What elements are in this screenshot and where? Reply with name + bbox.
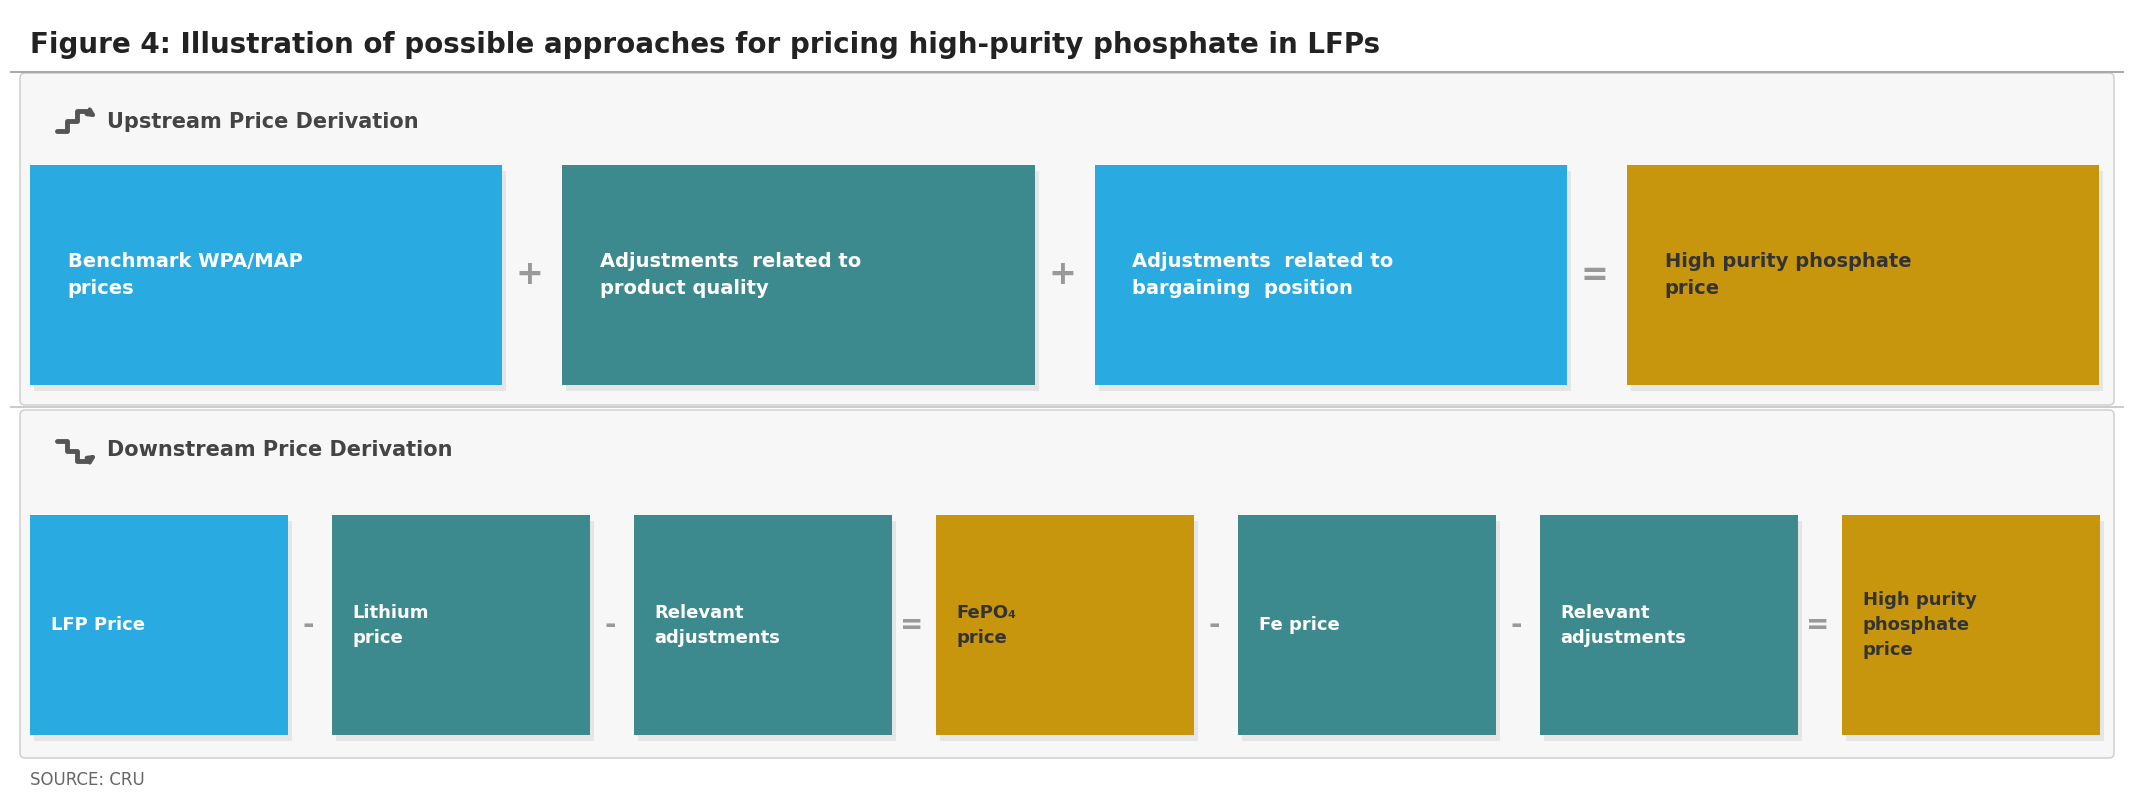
FancyBboxPatch shape [1545,521,1801,741]
Text: Figure 4: Illustration of possible approaches for pricing high-purity phosphate : Figure 4: Illustration of possible appro… [30,31,1381,59]
FancyBboxPatch shape [30,165,501,385]
Text: =: = [1581,258,1609,291]
FancyBboxPatch shape [34,521,292,741]
Text: -: - [1208,611,1221,639]
Text: Fe price: Fe price [1259,616,1340,634]
Text: =: = [901,611,924,639]
FancyBboxPatch shape [638,521,896,741]
Text: -: - [604,611,617,639]
FancyBboxPatch shape [30,515,288,735]
FancyBboxPatch shape [1238,515,1496,735]
FancyBboxPatch shape [1242,521,1500,741]
Text: Benchmark WPA/MAP
prices: Benchmark WPA/MAP prices [68,252,303,298]
Text: Adjustments  related to
product quality: Adjustments related to product quality [600,252,862,298]
Text: High purity
phosphate
price: High purity phosphate price [1863,591,1976,659]
Text: FePO₄
price: FePO₄ price [956,604,1016,646]
Text: -: - [1511,611,1522,639]
FancyBboxPatch shape [1541,515,1799,735]
FancyBboxPatch shape [333,515,589,735]
Text: Lithium
price: Lithium price [352,604,429,646]
FancyBboxPatch shape [1099,171,1571,391]
FancyBboxPatch shape [939,521,1197,741]
Text: SOURCE: CRU: SOURCE: CRU [30,771,145,789]
FancyBboxPatch shape [1846,521,2104,741]
FancyBboxPatch shape [634,515,892,735]
FancyBboxPatch shape [1630,171,2102,391]
FancyBboxPatch shape [1626,165,2100,385]
FancyBboxPatch shape [34,171,506,391]
FancyBboxPatch shape [1842,515,2100,735]
Text: +: + [516,258,544,291]
FancyBboxPatch shape [566,171,1039,391]
Text: +: + [1048,258,1076,291]
Text: Downstream Price Derivation: Downstream Price Derivation [107,440,452,460]
Text: Adjustments  related to
bargaining  position: Adjustments related to bargaining positi… [1133,252,1394,298]
Text: -: - [303,611,314,639]
Text: Upstream Price Derivation: Upstream Price Derivation [107,112,418,132]
Text: High purity phosphate
price: High purity phosphate price [1665,252,1912,298]
Text: =: = [1805,611,1829,639]
FancyBboxPatch shape [335,521,593,741]
Text: Relevant
adjustments: Relevant adjustments [655,604,781,646]
FancyBboxPatch shape [19,73,2115,405]
FancyBboxPatch shape [1095,165,1566,385]
FancyBboxPatch shape [19,410,2115,758]
FancyBboxPatch shape [937,515,1195,735]
Text: Relevant
adjustments: Relevant adjustments [1560,604,1686,646]
FancyBboxPatch shape [561,165,1035,385]
Text: LFP Price: LFP Price [51,616,145,634]
